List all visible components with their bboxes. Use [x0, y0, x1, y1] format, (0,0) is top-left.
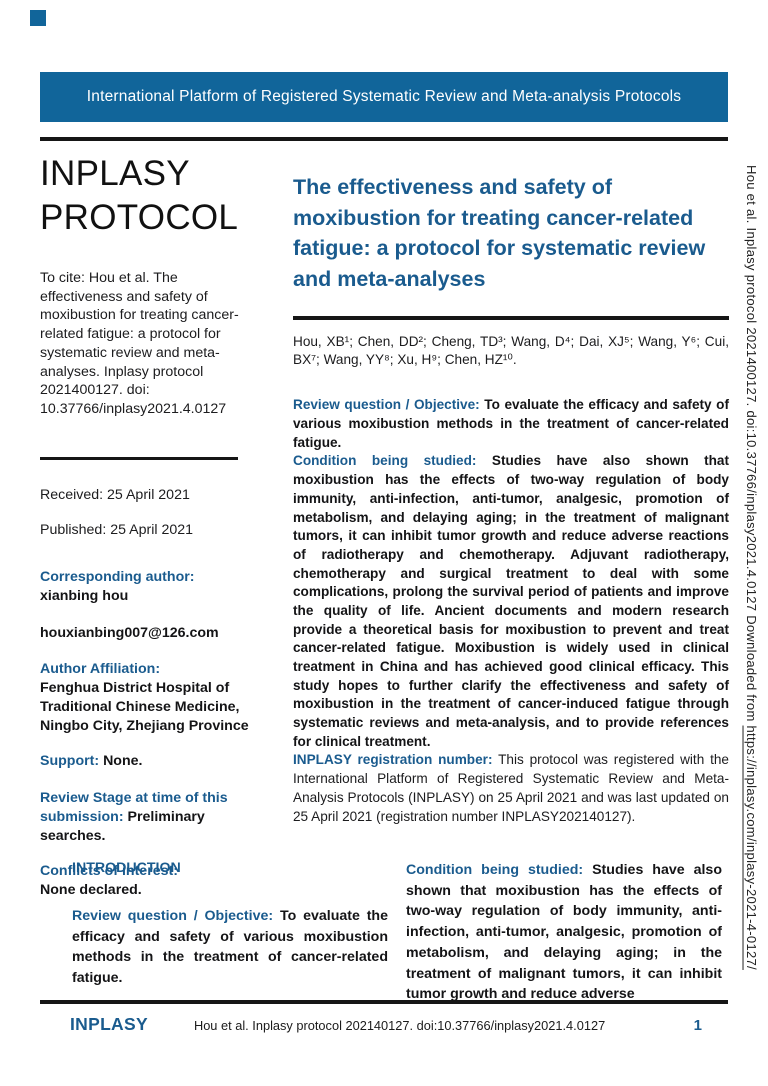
- review-stage-label: Review Stage at time of this submission:: [40, 790, 228, 825]
- review-stage-block: Review Stage at time of this submission:…: [40, 789, 250, 845]
- left-column: INPLASY PROTOCOL To cite: Hou et al. The…: [40, 152, 250, 900]
- corresponding-author-name: xianbing hou: [40, 587, 129, 604]
- conflicts-label: Conflicts of interest:: [40, 863, 178, 880]
- condition-label: Condition being studied:: [293, 453, 477, 469]
- abstract-block: Review question / Objective: To evaluate…: [293, 396, 729, 826]
- body-review-question-label: Review question / Objective:: [72, 908, 274, 924]
- registration-label: INPLASY registration number:: [293, 752, 493, 768]
- body-section: INTRODUCTION Review question / Objective…: [72, 860, 722, 1005]
- received-date: Received: 25 April 2021: [40, 486, 190, 503]
- body-review-question-text: To evaluate the efficacy and safety of v…: [72, 908, 388, 987]
- published-date: Published: 25 April 2021: [40, 522, 194, 539]
- masthead: INPLASY PROTOCOL: [40, 152, 250, 241]
- side-citation: Hou et al. Inplasy protocol 2021400127. …: [744, 165, 759, 1065]
- body-condition-label: Condition being studied:: [406, 862, 584, 878]
- article-title: The effectiveness and safety of moxibust…: [293, 175, 706, 291]
- registration-paragraph: INPLASY registration number: This protoc…: [293, 751, 729, 826]
- review-question-text: To evaluate the efficacy and safety of v…: [293, 397, 730, 450]
- affiliation-value: Fenghua District Hospital of Traditional…: [40, 680, 249, 734]
- registration-text: This protocol was registered with the In…: [293, 752, 729, 824]
- affiliation-block: Author Affiliation: Fenghua District Hos…: [40, 660, 250, 735]
- conflicts-value: None declared.: [40, 882, 142, 899]
- introduction-heading: INTRODUCTION: [72, 860, 181, 876]
- footer-page-number: 1: [693, 1017, 702, 1034]
- to-cite-text: To cite: Hou et al. The effectiveness an…: [40, 269, 239, 418]
- side-citation-text: Hou et al. Inplasy protocol 2021400127. …: [744, 165, 759, 726]
- conflicts-block: Conflicts of interest: None declared.: [40, 862, 250, 899]
- footer-brand: INPLASY: [70, 1014, 148, 1034]
- body-condition-paragraph: Condition being studied: Studies have al…: [406, 860, 722, 1005]
- right-column: The effectiveness and safety of moxibust…: [293, 172, 729, 826]
- condition-paragraph: Condition being studied: Studies have al…: [293, 452, 729, 751]
- corner-mark: [30, 10, 46, 26]
- support-block: Support: None.: [40, 752, 250, 771]
- corresponding-author-email: houxianbing007@126.com: [40, 624, 219, 641]
- body-condition-text: Studies have also shown that moxibustion…: [406, 862, 722, 1003]
- support-label: Support:: [40, 753, 100, 770]
- body-review-question-paragraph: Review question / Objective: To evaluate…: [72, 906, 388, 989]
- banner: International Platform of Registered Sys…: [40, 72, 728, 122]
- body-right-column: Condition being studied: Studies have al…: [406, 860, 722, 1005]
- review-stage-value: Preliminary searches.: [40, 808, 205, 844]
- body-left-column: INTRODUCTION Review question / Objective…: [72, 860, 388, 1005]
- title-divider: [293, 316, 729, 321]
- corresponding-author-label: Corresponding author:: [40, 569, 195, 586]
- masthead-line2: PROTOCOL: [40, 198, 239, 238]
- review-question-paragraph: Review question / Objective: To evaluate…: [293, 396, 729, 452]
- top-divider: [40, 137, 728, 141]
- side-citation-url[interactable]: https://inplasy.com/inplasy-2021-4-0127/: [744, 725, 759, 970]
- banner-title: International Platform of Registered Sys…: [86, 88, 682, 105]
- support-value: None.: [103, 753, 143, 770]
- review-question-label: Review question / Objective:: [293, 397, 480, 413]
- footer: INPLASY Hou et al. Inplasy protocol 2021…: [40, 1014, 728, 1035]
- footer-divider: [40, 1000, 728, 1004]
- masthead-line1: INPLASY: [40, 154, 190, 193]
- condition-text: Studies have also shown that moxibustion…: [293, 453, 729, 749]
- footer-citation: Hou et al. Inplasy protocol 202140127. d…: [193, 1018, 606, 1033]
- author-list: Hou, XB¹; Chen, DD²; Cheng, TD³; Wang, D…: [293, 334, 729, 367]
- corresponding-author-block: Corresponding author: xianbing hou: [40, 568, 250, 605]
- affiliation-label: Author Affiliation:: [40, 661, 161, 678]
- left-divider: [40, 456, 238, 460]
